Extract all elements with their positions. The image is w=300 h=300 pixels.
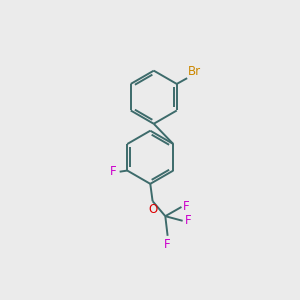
Text: F: F [184,214,191,227]
Text: F: F [183,200,190,213]
Text: Br: Br [188,65,201,78]
Text: F: F [110,165,116,178]
Text: F: F [164,238,171,251]
Text: O: O [148,203,157,216]
